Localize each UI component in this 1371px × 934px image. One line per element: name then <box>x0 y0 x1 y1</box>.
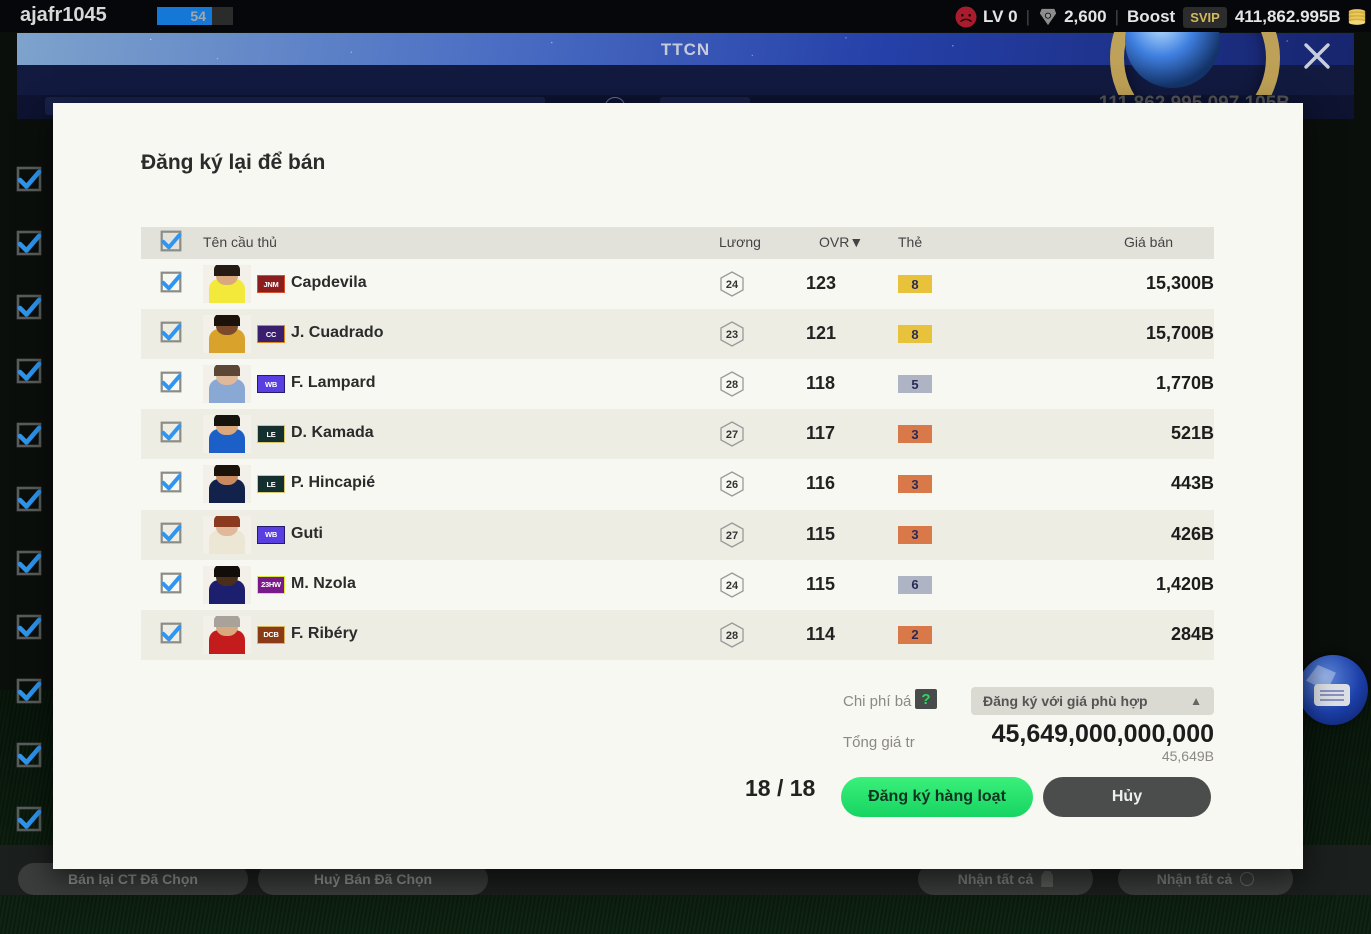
svg-text:24: 24 <box>726 580 739 592</box>
svg-text:27: 27 <box>726 429 738 441</box>
svg-text:26: 26 <box>726 479 738 491</box>
svg-text:24: 24 <box>726 279 739 291</box>
svg-text:23: 23 <box>726 329 738 341</box>
svg-text:28: 28 <box>726 379 738 391</box>
svg-text:28: 28 <box>726 630 738 642</box>
svg-text:27: 27 <box>726 530 738 542</box>
